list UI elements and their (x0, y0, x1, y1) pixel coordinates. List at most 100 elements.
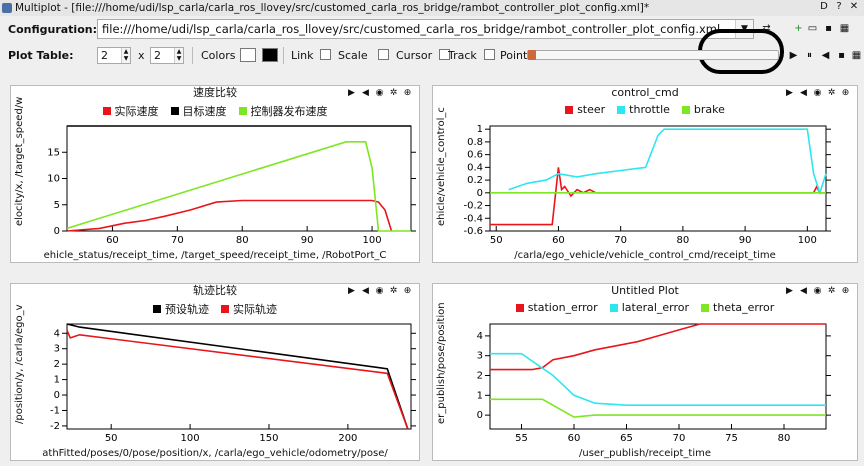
plot-panel-1[interactable]: 速度比较 ▶ ◀ ◉ ✲ ⊕ 实际速度 目标速度 控制器发布速度 elocity/x, /t… (10, 85, 420, 263)
legend-label: 目标速度 (182, 105, 227, 118)
colors-label: Colors (201, 49, 236, 62)
y-tick-label: -0.4 (463, 213, 483, 224)
plot-panel-4[interactable]: Untitled Plot ▶ ◀ ◉ ✲ ⊕ station_error lateral… (432, 283, 858, 461)
background-color-button[interactable] (240, 48, 256, 62)
legend-swatch (681, 105, 690, 114)
slider-handle[interactable] (528, 50, 536, 60)
legend-item: 目标速度 (170, 103, 227, 119)
plot-panel-3[interactable]: 轨迹比较 ▶ ◀ ◉ ✲ ⊕ 预设轨迹 实际轨迹 /position/y, /carla/… (10, 283, 420, 461)
legend-label: 控制器发布速度 (250, 105, 328, 118)
legend-item: 实际速度 (102, 103, 159, 119)
series-line-实际轨迹 (66, 329, 409, 430)
save-as-icon[interactable]: ▦ (851, 50, 862, 61)
app-icon (2, 3, 12, 13)
legend-item: throttle (617, 103, 670, 116)
play-icon[interactable]: ▶ (786, 285, 793, 296)
play-icon[interactable]: ▶ (789, 50, 798, 61)
play-icon[interactable]: ▶ (348, 285, 355, 296)
play-icon[interactable]: ▶ (786, 87, 793, 98)
y-tick-label: 1 (477, 124, 483, 135)
y-tick-label: -2 (50, 421, 60, 432)
gear-icon[interactable]: ✲ (827, 285, 836, 296)
y-tick-label: -1 (50, 405, 60, 416)
new-icon[interactable]: + (794, 23, 803, 34)
zoom-icon[interactable]: ⊕ (403, 87, 412, 98)
eye-icon[interactable]: ◉ (813, 285, 822, 296)
plot-canvas[interactable]: 50 100 150 200 -2 -1 0 1 2 3 4 (11, 284, 421, 462)
series-line-theta_error (490, 398, 826, 418)
x-tick-label: 80 (677, 235, 690, 246)
help-icon[interactable]: ? (836, 1, 842, 12)
clear-icon[interactable]: ◀ (362, 285, 369, 296)
y-tick-label: 10 (47, 174, 60, 185)
x-tick-label: 80 (236, 235, 249, 246)
help-button[interactable]: D (820, 1, 828, 12)
legend-item: theta_error (701, 301, 774, 314)
y-tick-label: 3 (477, 351, 483, 362)
x-axis-label: athFitted/poses/0/pose/position/x, /carl… (42, 448, 388, 459)
zoom-icon[interactable]: ⊕ (841, 87, 850, 98)
clear-icon[interactable]: ◀ (362, 87, 369, 98)
scale-checkbox[interactable] (378, 49, 389, 60)
play-icon[interactable]: ▶ (348, 87, 355, 98)
plot-title: 轨迹比较 (193, 284, 237, 297)
separator (283, 47, 284, 64)
y-tick-label: 1 (477, 390, 483, 401)
y-tick-label: 0.4 (467, 162, 483, 173)
clear-icon[interactable]: ◀ (800, 87, 807, 98)
legend-swatch (515, 303, 524, 312)
clear-icon[interactable]: ◀ (800, 285, 807, 296)
plot-canvas[interactable]: 50 60 70 80 90 100 -0.6 -0.4-0.2 0 0.2 0.40.6 0.8 1 (433, 86, 859, 264)
open-icon[interactable]: ▭ (807, 23, 818, 34)
close-icon[interactable]: ✕ (849, 1, 859, 12)
gear-icon[interactable]: ✲ (827, 87, 836, 98)
eye-icon[interactable]: ◉ (813, 87, 822, 98)
y-tick-label: -0.6 (463, 226, 483, 237)
track-checkbox[interactable] (484, 49, 495, 60)
plot-canvas[interactable]: 60 70 80 90 100 0 5 10 15 (11, 86, 421, 264)
configuration-path: file:///home/udi/lsp_carla/carla_ros_llo… (102, 22, 721, 36)
x-tick-label: 90 (301, 235, 314, 246)
x-tick-label: 60 (106, 235, 119, 246)
y-tick-label: 0 (54, 226, 60, 237)
y-tick-label: 0 (477, 410, 483, 421)
clear-icon[interactable]: ◀ (821, 50, 830, 61)
save-icon[interactable]: ▪ (838, 50, 845, 61)
save-icon[interactable]: ▪ (825, 23, 832, 34)
foreground-color-button[interactable] (262, 48, 278, 62)
save-as-icon[interactable]: ▦ (839, 23, 850, 34)
legend-label: theta_error (713, 301, 775, 314)
pause-icon[interactable]: ⏸ (807, 50, 812, 61)
cursor-checkbox[interactable] (439, 49, 450, 60)
y-tick-label: 4 (477, 331, 483, 342)
configuration-combo[interactable]: file:///home/udi/lsp_carla/carla_ros_llo… (97, 19, 754, 39)
rows-spinbox[interactable]: 2 ▲ ▼ (97, 47, 131, 64)
plot-panel-2[interactable]: control_cmd ▶ ◀ ◉ ✲ ⊕ steer throttle brake ehi… (432, 85, 858, 263)
y-tick-label: 0 (54, 390, 60, 401)
zoom-icon[interactable]: ⊕ (403, 285, 412, 296)
plot-canvas[interactable]: 55 60 65 70 75 80 0 1 2 3 4 (433, 284, 859, 462)
plot-title: Untitled Plot (611, 284, 679, 297)
legend-item: lateral_error (609, 301, 689, 314)
y-tick-label: 2 (477, 371, 483, 382)
reload-icon[interactable]: ⇄ (762, 23, 771, 34)
x-axis-label: /carla/ego_vehicle/vehicle_control_cmd/r… (514, 250, 776, 261)
legend-item: 实际轨迹 (221, 301, 277, 317)
eye-icon[interactable]: ◉ (375, 87, 384, 98)
y-tick-label: 0.6 (467, 150, 483, 161)
x-tick-label: 100 (798, 235, 817, 246)
legend-swatch (701, 303, 710, 312)
y-tick-label: 2 (54, 359, 60, 370)
gear-icon[interactable]: ✲ (389, 285, 398, 296)
x-tick-label: 80 (778, 433, 791, 444)
link-checkbox[interactable] (320, 49, 331, 60)
timeline-slider[interactable] (527, 50, 779, 60)
legend-label: throttle (629, 103, 670, 116)
eye-icon[interactable]: ◉ (375, 285, 384, 296)
separator (192, 47, 193, 64)
x-tick-label: 50 (490, 235, 503, 246)
gear-icon[interactable]: ✲ (389, 87, 398, 98)
zoom-icon[interactable]: ⊕ (841, 285, 850, 296)
plot-title: 速度比较 (193, 86, 237, 99)
cols-spinbox[interactable]: 2 ▲ ▼ (150, 47, 184, 64)
